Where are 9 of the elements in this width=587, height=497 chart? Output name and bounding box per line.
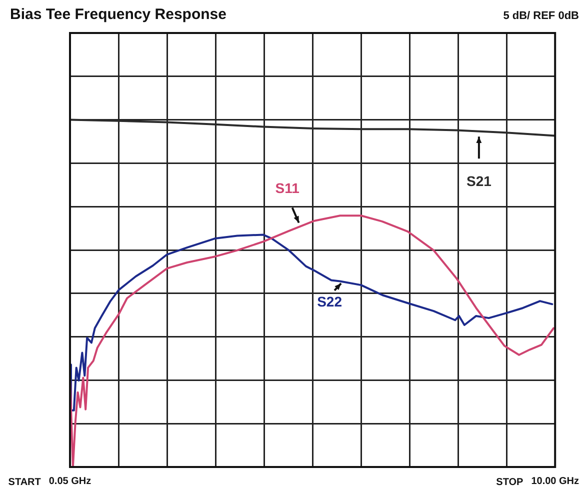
chart-title: Bias Tee Frequency Response bbox=[10, 6, 226, 23]
x-tick-label: 0.05 GHz bbox=[48, 476, 92, 487]
text: STOP bbox=[496, 476, 524, 488]
text: S21 bbox=[466, 173, 492, 190]
series-label: S22 bbox=[317, 294, 342, 310]
x-tick-label: 10.00 GHz bbox=[531, 476, 580, 487]
text: 5 dB/ REF 0dB bbox=[503, 10, 579, 22]
text: START bbox=[8, 476, 41, 488]
text: S11 bbox=[275, 180, 300, 196]
